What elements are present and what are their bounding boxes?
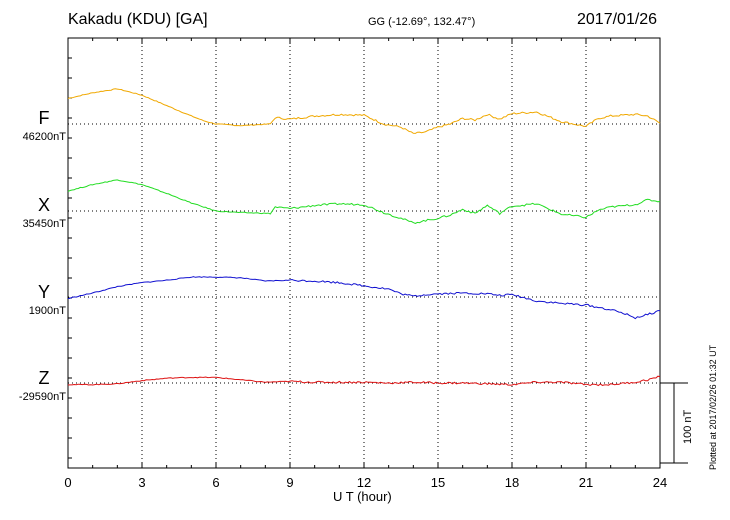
x-tick-label: 0 <box>64 475 72 490</box>
x-tick-label: 21 <box>578 475 594 490</box>
scale-bar-label: 100 nT <box>682 409 694 444</box>
station-title: Kakadu (KDU) [GA] <box>68 11 208 28</box>
series-y-letter: Y <box>37 282 50 302</box>
x-tick-label: 12 <box>356 475 372 490</box>
series-line-z <box>67 375 661 387</box>
coordinates-label: GG (-12.69°, 132.47°) <box>368 16 476 28</box>
series-y-baseline: 1900nT <box>28 305 66 317</box>
x-tick-label: 9 <box>286 475 294 490</box>
series-x-baseline: 35450nT <box>22 218 66 230</box>
series-line-y <box>67 276 660 320</box>
x-tick-label: 6 <box>212 475 220 490</box>
date-label: 2017/01/26 <box>577 11 658 28</box>
series-z-letter: Z <box>38 368 50 388</box>
series-f-letter: F <box>38 108 50 128</box>
x-tick-label: 3 <box>138 475 146 490</box>
plotted-timestamp: Plotted at 2017/02/26 01:32 UT <box>708 344 718 470</box>
x-tick-label: 15 <box>430 475 446 490</box>
series-f-baseline: 46200nT <box>22 131 66 143</box>
series-line-x <box>67 179 661 225</box>
series-x-letter: X <box>37 195 50 215</box>
x-tick-label: 24 <box>652 475 668 490</box>
series-line-f <box>67 88 661 134</box>
x-axis-label: U T (hour) <box>333 489 392 504</box>
x-tick-label: 18 <box>504 475 520 490</box>
series-z-baseline: -29590nT <box>18 391 66 403</box>
